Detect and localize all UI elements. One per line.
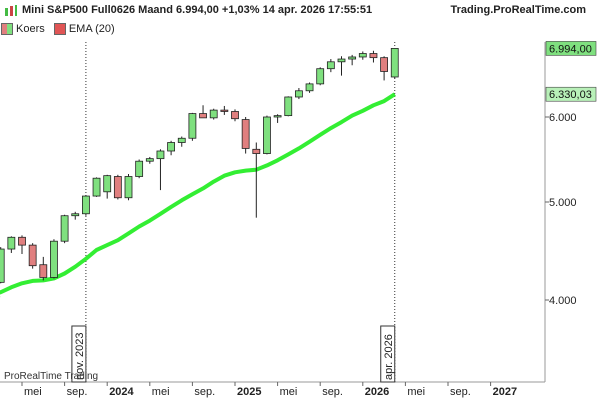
candle-body	[113, 176, 122, 199]
candle-body	[337, 58, 346, 63]
y-tick-label: 5.000	[549, 197, 577, 209]
legend-label-price: Koers	[16, 23, 45, 35]
legend-item-price[interactable]: Koers	[1, 23, 45, 35]
candle-body	[135, 160, 144, 177]
watermark: ProRealTime Trading	[4, 371, 99, 382]
x-tick-label: sep.	[450, 386, 471, 398]
candle-body	[92, 177, 101, 197]
candle-body	[124, 176, 133, 199]
ema-value-label-box	[545, 86, 597, 102]
candle-body	[252, 148, 261, 154]
candle-body	[145, 158, 154, 162]
period-marker-box	[71, 325, 87, 383]
x-tick-label: mei	[280, 386, 298, 398]
candle-body	[209, 109, 218, 119]
candle-body	[50, 240, 58, 278]
candle-body	[316, 68, 325, 85]
candle-body	[82, 195, 90, 215]
candle-body	[167, 142, 176, 152]
candle-body	[241, 119, 250, 149]
candle-body	[199, 113, 207, 119]
brand-label: Trading.ProRealTime.com	[450, 4, 586, 16]
candle-body	[0, 248, 5, 283]
y-tick-label: 4.000	[549, 295, 577, 307]
period-marker-label: apr. 2026	[383, 334, 395, 380]
x-tick-label: 2027	[493, 386, 517, 398]
candle-body	[358, 53, 367, 58]
chart-logo-icon	[5, 5, 17, 16]
candle-body	[28, 244, 37, 267]
candle-body	[103, 175, 112, 193]
x-tick-label: sep.	[194, 386, 215, 398]
candle-body	[220, 109, 229, 112]
candle-body	[7, 236, 16, 250]
candle-body	[156, 150, 165, 160]
candle-body	[305, 83, 314, 92]
x-tick-label: mei	[407, 386, 425, 398]
y-tick-label: 6.000	[549, 112, 577, 124]
candle-body	[71, 213, 80, 217]
candle-body	[231, 111, 239, 120]
candle-body	[326, 61, 335, 70]
last-price-label: 6.994,00	[549, 43, 592, 55]
chart-title: Mini S&P500 Full0626 Maand 6.994,00 +1,0…	[22, 4, 373, 16]
candle-body	[380, 57, 389, 72]
legend-swatch-ema	[53, 23, 66, 35]
last-price-label-box	[545, 41, 597, 56]
candle-body	[284, 96, 293, 117]
plot-background	[0, 42, 545, 382]
candle-body	[18, 236, 26, 246]
candle-body	[39, 264, 48, 278]
x-tick-label: 2026	[365, 386, 389, 398]
ema-line	[0, 92, 396, 298]
title-bar: Mini S&P500 Full0626 Maand 6.994,00 +1,0…	[0, 0, 600, 22]
x-tick-label: mei	[152, 386, 170, 398]
x-tick-label: 2024	[109, 386, 134, 398]
x-tick-label: sep.	[67, 386, 88, 398]
period-marker-box	[380, 325, 396, 383]
legend-swatch-price	[1, 23, 13, 35]
x-tick-label: 2025	[237, 386, 261, 398]
candle-body	[273, 115, 282, 118]
candle-body	[177, 137, 186, 143]
candle-body	[188, 113, 197, 139]
period-marker-label: nov. 2023	[74, 332, 86, 380]
legend-item-ema[interactable]: EMA (20)	[53, 23, 115, 35]
x-tick-label: mei	[24, 386, 42, 398]
candle-body	[369, 53, 378, 59]
legend: Koers EMA (20)	[1, 23, 121, 38]
candle-body	[263, 116, 271, 154]
ema-value-label: 6.330,03	[549, 89, 592, 101]
candle-body	[60, 215, 69, 242]
candle-body	[348, 56, 357, 60]
legend-label-ema: EMA (20)	[68, 23, 115, 35]
candle-body	[294, 90, 303, 98]
x-tick-label: sep.	[322, 386, 343, 398]
candle-body	[390, 48, 399, 78]
